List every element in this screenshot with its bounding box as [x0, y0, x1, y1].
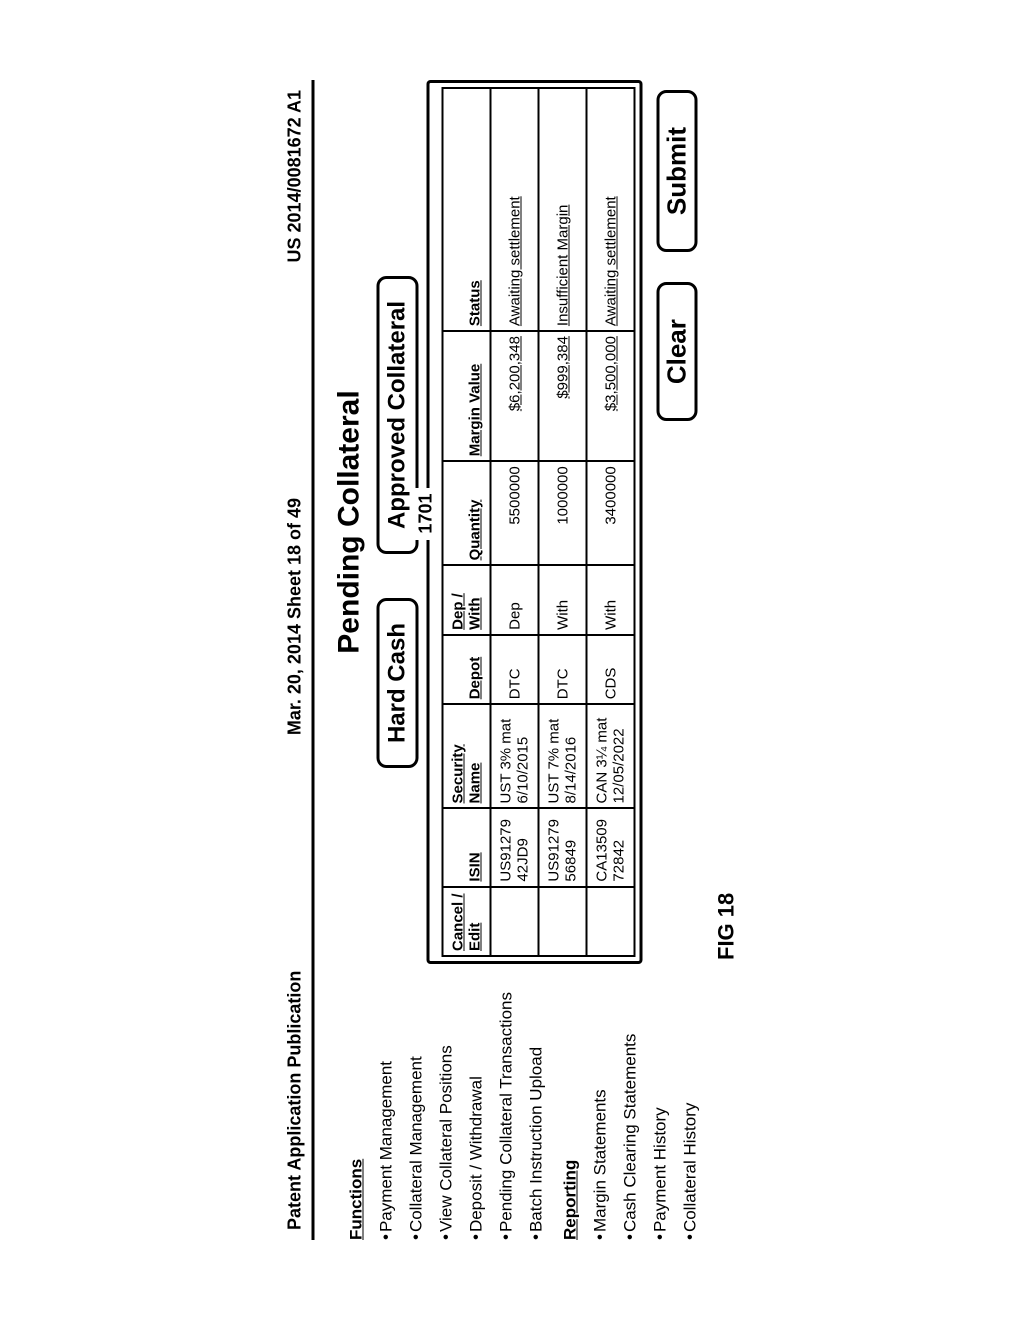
sidebar-item-deposit-withdrawal[interactable]: Deposit / Withdrawal: [467, 980, 487, 1240]
sidebar: Functions Payment Management Collateral …: [333, 980, 711, 1240]
cell-cancel-edit[interactable]: [587, 887, 635, 956]
col-dep-with: Dep / With: [443, 565, 491, 634]
cell-dep-with: With: [587, 565, 635, 634]
table-row: US9127956849 UST 7% mat 8/14/2016 DTC Wi…: [539, 88, 587, 956]
sidebar-item-payment-history[interactable]: Payment History: [651, 980, 671, 1240]
page: Patent Application Publication Mar. 20, …: [285, 60, 740, 1260]
table-row: US9127942JD9 UST 3% mat 6/10/2015 DTC De…: [491, 88, 539, 956]
sidebar-item-view-collateral-positions[interactable]: View Collateral Positions: [437, 980, 457, 1240]
cell-status[interactable]: Insufficient Margin: [539, 88, 587, 331]
cell-isin: US9127956849: [539, 808, 587, 886]
cell-margin-value[interactable]: $6,200,348: [491, 331, 539, 461]
cell-cancel-edit[interactable]: [539, 887, 587, 956]
cell-security-name: CAN 3¼ mat 12/05/2022: [587, 704, 635, 808]
cell-status[interactable]: Awaiting settlement: [491, 88, 539, 331]
sidebar-item-collateral-history[interactable]: Collateral History: [681, 980, 701, 1240]
header-center: Mar. 20, 2014 Sheet 18 of 49: [285, 498, 306, 735]
sidebar-item-pending-collateral-transactions[interactable]: Pending Collateral Transactions: [497, 980, 517, 1240]
header-right: US 2014/0081672 A1: [285, 90, 306, 262]
sidebar-item-margin-statements[interactable]: Margin Statements: [591, 980, 611, 1240]
sidebar-functions-title: Functions: [347, 980, 367, 1240]
sidebar-item-collateral-management[interactable]: Collateral Management: [407, 980, 427, 1240]
col-security-name: Security Name: [443, 704, 491, 808]
cell-isin: US9127942JD9: [491, 808, 539, 886]
cell-depot: CDS: [587, 635, 635, 704]
table-row: CA1350972842 CAN 3¼ mat 12/05/2022 CDS W…: [587, 88, 635, 956]
cell-security-name: UST 7% mat 8/14/2016: [539, 704, 587, 808]
col-depot: Depot: [443, 635, 491, 704]
cell-quantity: 1000000: [539, 461, 587, 565]
button-row: Clear Submit: [657, 80, 698, 964]
cell-depot: DTC: [539, 635, 587, 704]
col-status: Status: [443, 88, 491, 331]
cell-quantity: 3400000: [587, 461, 635, 565]
header-divider: [312, 80, 315, 1240]
cell-margin-value[interactable]: $3,500,000: [587, 331, 635, 461]
document-header: Patent Application Publication Mar. 20, …: [285, 60, 312, 1260]
cell-isin: CA1350972842: [587, 808, 635, 886]
table-header-row: Cancel / Edit ISIN Security Name Depot D…: [443, 88, 491, 956]
cell-cancel-edit[interactable]: [491, 887, 539, 956]
cell-margin-value[interactable]: $999,384: [539, 331, 587, 461]
col-margin-value: Margin Value: [443, 331, 491, 461]
cell-security-name: UST 3% mat 6/10/2015: [491, 704, 539, 808]
cell-quantity: 5500000: [491, 461, 539, 565]
clear-button[interactable]: Clear: [657, 282, 698, 421]
sidebar-item-cash-clearing-statements[interactable]: Cash Clearing Statements: [621, 980, 641, 1240]
table-panel: 1701 Cancel / Edit ISIN Security Name De…: [427, 80, 643, 964]
sidebar-item-batch-instruction-upload[interactable]: Batch Instruction Upload: [527, 980, 547, 1240]
pending-collateral-table: Cancel / Edit ISIN Security Name Depot D…: [442, 87, 636, 957]
tab-approved-collateral[interactable]: Approved Collateral: [377, 276, 419, 554]
header-left: Patent Application Publication: [285, 971, 306, 1230]
sidebar-reporting-title: Reporting: [561, 980, 581, 1240]
cell-status[interactable]: Awaiting settlement: [587, 88, 635, 331]
main-panel: Pending Collateral Hard Cash Approved Co…: [333, 80, 740, 964]
submit-button[interactable]: Submit: [657, 90, 698, 252]
content-wrap: Functions Payment Management Collateral …: [333, 60, 740, 1260]
col-isin: ISIN: [443, 808, 491, 886]
cell-dep-with: With: [539, 565, 587, 634]
page-title: Pending Collateral: [333, 80, 367, 964]
cell-depot: DTC: [491, 635, 539, 704]
figure-label: FIG 18: [714, 80, 740, 964]
sidebar-item-payment-management[interactable]: Payment Management: [377, 980, 397, 1240]
col-quantity: Quantity: [443, 461, 491, 565]
tab-bar: Hard Cash Approved Collateral: [377, 80, 419, 964]
col-cancel-edit: Cancel / Edit: [443, 887, 491, 956]
tab-hard-cash[interactable]: Hard Cash: [377, 598, 419, 768]
cell-dep-with: Dep: [491, 565, 539, 634]
reference-marker: 1701: [416, 488, 437, 540]
